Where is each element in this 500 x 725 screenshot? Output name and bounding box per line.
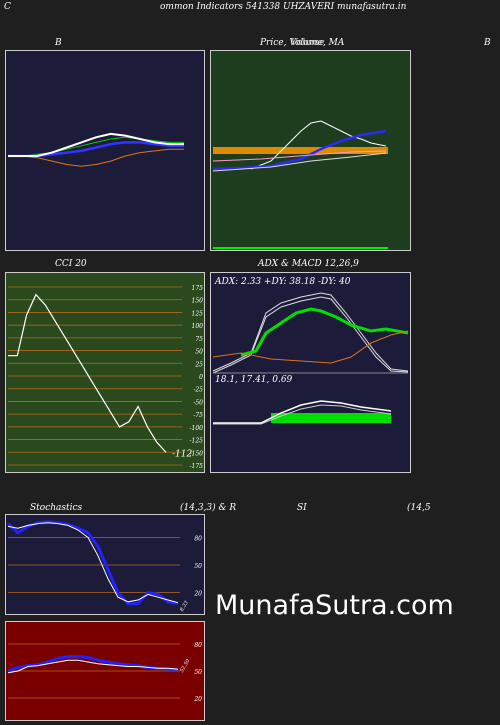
rsi-signal-line (7, 659, 179, 674)
cci-tick-label: 75 (195, 336, 203, 343)
rsi-current-label: 52.50 (179, 657, 192, 673)
macd-histogram-bar (271, 413, 391, 423)
cci-current-label: -112 (172, 449, 192, 459)
cci-line (8, 293, 167, 453)
adx-readout: ADX: 2.33 +DY: 38.18 -DY: 40 (215, 277, 351, 287)
cci-tick-label: -50 (193, 399, 203, 406)
rsi-main-line (7, 655, 178, 673)
rsi-params: (14,5 (407, 503, 431, 513)
adx-chart (212, 292, 409, 425)
bollinger-title: B (55, 38, 62, 48)
cci-tick-label: 0 (199, 374, 203, 381)
cci-tick-label: 175 (192, 285, 204, 292)
rsi-tick-label: 80 (194, 642, 202, 649)
bollinger-price-line (8, 132, 184, 157)
adx-title: ADX & MACD 12,26,9 (258, 259, 359, 269)
stoch-k-line (6, 520, 179, 606)
cci-tick-label: -150 (190, 450, 204, 457)
page-title: ommon Indicators 541338 UHZAVERI munafas… (160, 2, 407, 12)
cci-tick-label: 50 (195, 349, 203, 356)
price-overlay-label: Volume (291, 38, 325, 48)
bollinger-panel (5, 50, 205, 251)
cci-title: CCI 20 (55, 259, 87, 269)
price-panel (210, 50, 411, 251)
macd-line (213, 400, 392, 424)
cci-tick-label: 25 (194, 361, 203, 368)
stoch-tick-label: 50 (194, 563, 202, 570)
left-edge-letter: C (4, 2, 11, 12)
macd-histogram (271, 413, 391, 423)
stoch-title: Stochastics (30, 503, 83, 513)
macd-signal-line (213, 404, 392, 425)
rsi-tick-label: 50 (194, 669, 202, 676)
rsi-chart: 80 50 20 52.50 (7, 642, 202, 703)
adx-panel: ADX: 2.33 +DY: 38.18 -DY: 40 18.1, 17.41… (210, 272, 411, 473)
macd-readout: 18.1, 17.41, 0.69 (215, 375, 293, 385)
minus-dy-line (212, 330, 409, 364)
cci-chart: 175 150 125 100 75 50 25 0 -25 -50 -75 -100 -125 -150… (8, 285, 204, 470)
stoch-tick-label: 80 (194, 535, 202, 542)
ma-pink-line (212, 150, 387, 162)
price-chart (212, 120, 388, 249)
price-line (250, 120, 387, 170)
cci-tick-label: -125 (190, 438, 204, 445)
cci-tick-label: -75 (193, 412, 203, 419)
bollinger-chart (8, 132, 184, 167)
cci-tick-label: 100 (192, 323, 204, 330)
rsi-panel: 80 50 20 52.50 (5, 621, 205, 721)
bollinger-series-line (8, 148, 184, 167)
bollinger-series-line (8, 141, 184, 158)
stoch-tick-label: 20 (193, 591, 202, 598)
stoch-chart: 80 50 208.33 (6, 520, 202, 613)
price-title: Price, Volume, MA (260, 38, 345, 48)
ma-band (213, 147, 388, 154)
cci-tick-label: 125 (192, 310, 204, 317)
cci-tick-label: -100 (190, 425, 204, 432)
cci-tick-label: 150 (192, 298, 204, 305)
stoch-panel: 80 50 20 8.33 (5, 514, 205, 615)
rsi-title: SI (297, 503, 307, 513)
cci-tick-label: -175 (190, 463, 204, 470)
cci-panel: 175 150 125 100 75 50 25 0 -25 -50 -75 -100 -125 -150… (5, 272, 205, 473)
stoch-params: (14,3,3) & R (180, 503, 237, 513)
plus-dy-line (240, 307, 409, 357)
bollinger-series-line (8, 136, 184, 157)
stoch-d-line (7, 522, 179, 604)
stoch-current-label: 8.33 (179, 600, 190, 613)
ma-white-line (212, 152, 387, 172)
watermark: MunafaSutra.com (215, 590, 454, 621)
right-edge-letter: B (484, 38, 491, 48)
cci-tick-label: -25 (193, 387, 203, 394)
ma-blue-line (212, 129, 387, 171)
rsi-tick-label: 20 (193, 696, 202, 703)
